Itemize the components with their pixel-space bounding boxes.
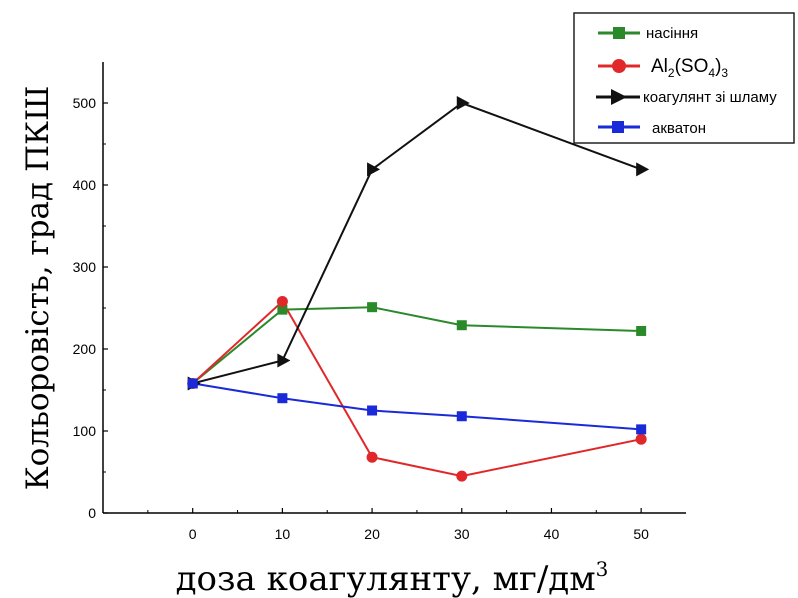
- legend-marker-square-blue: [612, 121, 624, 133]
- data-point-s1-2: [367, 302, 378, 313]
- y-tick-label: 400: [73, 177, 97, 193]
- legend-item-akvaton: акватон: [598, 120, 706, 137]
- data-point-s4-3: [456, 411, 467, 422]
- legend-label-nasinnia: насіння: [646, 25, 698, 42]
- data-point-s3-3: [456, 96, 470, 110]
- legend-item-koahuliant-zi-shlamu: коагулянт зі шламу: [596, 89, 777, 106]
- series-line-s1: [192, 306, 642, 385]
- y-tick-label: 100: [73, 423, 97, 439]
- x-tick-label: 40: [544, 526, 560, 542]
- data-point-s4-4: [636, 424, 647, 435]
- y-tick-label: 500: [73, 95, 97, 111]
- x-tick-label: 0: [189, 526, 197, 542]
- x-tick-label: 10: [275, 526, 291, 542]
- data-point-s3-1: [277, 353, 291, 368]
- legend-label-koahuliant: коагулянт зі шламу: [643, 89, 777, 106]
- data-point-s2-4: [635, 433, 647, 445]
- data-point-s4-0: [187, 378, 198, 389]
- y-tick-label: 0: [88, 505, 96, 521]
- series-line-s4: [192, 382, 642, 431]
- legend-marker-triangle-black: [611, 89, 627, 105]
- legend-label-al2so43: Al2(SO4)3: [651, 56, 728, 80]
- legend-item-al2so43: Al2(SO4)3: [598, 56, 728, 80]
- legend-marker-circle-red: [612, 59, 626, 73]
- data-point-s3-4: [636, 162, 650, 177]
- x-axis-title: доза коагулянту, мг/дм3: [176, 557, 609, 598]
- data-point-s1-1: [277, 304, 288, 315]
- x-axis-title-main: доза коагулянту, мг/дм: [176, 559, 596, 598]
- legend-item-nasinnia: насіння: [598, 25, 698, 42]
- y-axis-title: Кольоровість, град ПКШ: [20, 86, 56, 491]
- legend-marker-square-green: [613, 27, 625, 39]
- plot-area: 0 100 200 300 400 500 0 10 20 30 40 50: [73, 62, 686, 542]
- x-tick-label: 30: [454, 526, 470, 542]
- series-line-s3: [192, 101, 642, 385]
- data-point-s3-2: [367, 162, 381, 177]
- data-point-s2-1: [276, 295, 288, 307]
- legend-box: [573, 12, 795, 144]
- data-point-s1-3: [456, 320, 467, 331]
- legend: насіння Al2(SO4)3 коагулянт зі шламу акв…: [573, 12, 795, 144]
- data-point-s2-3: [456, 470, 468, 482]
- x-tick-label: 50: [633, 526, 649, 542]
- data-point-s1-4: [636, 325, 647, 336]
- legend-label-akvaton: акватон: [652, 120, 706, 137]
- data-point-s4-2: [367, 405, 378, 416]
- y-tick-label: 300: [73, 259, 97, 275]
- data-point-s4-1: [277, 393, 288, 404]
- y-tick-label: 200: [73, 341, 97, 357]
- x-axis-title-sup: 3: [596, 557, 609, 581]
- x-tick-label: 20: [364, 526, 380, 542]
- data-point-s2-2: [366, 451, 378, 463]
